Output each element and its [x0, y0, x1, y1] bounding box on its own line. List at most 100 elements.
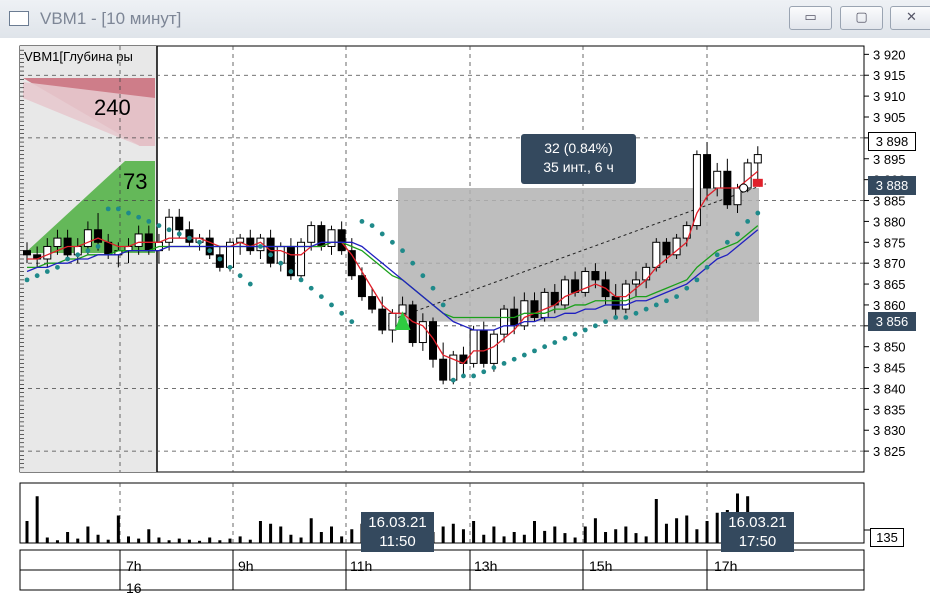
y-tick-label-10: 3 870 [873, 256, 906, 271]
volume-bar [289, 534, 293, 543]
volume-bar [238, 536, 242, 543]
volume-bar [208, 537, 212, 543]
candle-body [276, 245, 285, 264]
candle-body [408, 304, 417, 344]
sar-dot [603, 319, 608, 325]
y-tick-label-5: 3 895 [873, 152, 906, 167]
volume-bar [66, 532, 70, 543]
close-button[interactable]: ✕ [890, 6, 930, 30]
sar-dot [359, 219, 365, 224]
volume-bar [106, 539, 110, 543]
time-tick-11h: 11h [350, 558, 373, 574]
price-flag-range-low: 3 856 [868, 312, 916, 331]
volume-bar [715, 512, 719, 543]
time-tick-15h: 15h [589, 558, 613, 574]
sar-dot [450, 377, 456, 383]
candle-body [632, 279, 640, 285]
minimize-button[interactable]: ▭ [789, 6, 832, 30]
sar-dot [349, 319, 355, 325]
sar-dot [674, 294, 679, 299]
sar-dot [187, 235, 192, 241]
sar-dot [258, 244, 263, 249]
sar-dot [633, 310, 639, 316]
y-tick-label-11: 3 865 [873, 277, 906, 292]
candle-body [337, 229, 346, 252]
volume-bar [451, 523, 455, 543]
volume-bar [248, 539, 252, 543]
sar-dot [643, 306, 649, 312]
sar-dot [115, 206, 121, 212]
time-tick-13h: 13h [474, 558, 498, 574]
volume-bar [279, 526, 283, 543]
candle-body [368, 296, 377, 310]
volume-bar [309, 518, 313, 543]
candle-body [560, 279, 569, 306]
candle-body [753, 154, 762, 164]
sar-dot [379, 231, 385, 237]
volume-bar [492, 526, 496, 543]
sar-dot [521, 352, 527, 358]
candle-body [246, 237, 255, 252]
volume-bar [55, 540, 59, 543]
time-tick-7h: 7h [126, 558, 142, 574]
volume-bar [543, 530, 547, 543]
sar-dot [339, 310, 345, 316]
candle-body [692, 154, 701, 227]
volume-bar [614, 529, 618, 543]
ask-depth-shade [23, 82, 155, 146]
volume-bar [472, 521, 476, 543]
candle-body [713, 170, 722, 189]
candle-body [591, 271, 600, 281]
sar-dot [268, 252, 273, 258]
crosshair-time: 11:50 [379, 533, 416, 550]
sar-dot [217, 256, 223, 262]
y-tick-label-17: 3 835 [873, 402, 906, 417]
sar-dot [400, 248, 405, 254]
volume-bar [664, 523, 668, 543]
sar-dot [440, 302, 446, 308]
sar-dot [95, 244, 101, 249]
volume-bar [593, 518, 597, 543]
candle-body [388, 312, 397, 331]
volume-bar [96, 534, 100, 543]
sar-dot [146, 219, 152, 224]
title-bar: VBM1 - [10 минут] ▭ ▢ ✕ [0, 0, 930, 39]
candle-body [571, 279, 580, 293]
day-label: 16 [126, 580, 142, 596]
candle-body [53, 237, 62, 247]
buy-signal-arrow [394, 311, 411, 330]
sar-dot [582, 327, 588, 333]
sar-dot [694, 277, 700, 283]
volume-bar [116, 515, 120, 543]
sar-dot [664, 298, 669, 304]
sar-dot [369, 223, 375, 228]
sar-dot [593, 323, 598, 329]
ask-volume-value: 240 [94, 95, 131, 120]
candle-body [489, 333, 498, 364]
volume-bar [76, 538, 80, 543]
volume-bar [269, 523, 273, 543]
y-tick-label-3: 3 905 [873, 110, 906, 125]
sar-dot [126, 210, 131, 216]
sar-dot [278, 260, 284, 266]
volume-bar [563, 533, 567, 543]
sar-dot [105, 206, 111, 212]
ma-line-blue [26, 229, 759, 331]
sar-dot [501, 361, 507, 366]
sar-dot [724, 239, 730, 245]
y-tick-label-0: 3 920 [873, 47, 906, 62]
sar-dot [55, 264, 60, 270]
sar-dot [430, 285, 436, 291]
maximize-button[interactable]: ▢ [840, 6, 883, 30]
volume-bar [583, 526, 587, 543]
candle-body [703, 154, 712, 189]
volume-bar [675, 518, 679, 543]
volume-bar [512, 532, 516, 543]
depth-panel-label: VBM1[Глубина ры [24, 49, 133, 64]
sar-dot [247, 281, 253, 287]
volume-bar [228, 538, 232, 543]
sar-dot [329, 302, 334, 308]
volume-bar [198, 540, 202, 543]
